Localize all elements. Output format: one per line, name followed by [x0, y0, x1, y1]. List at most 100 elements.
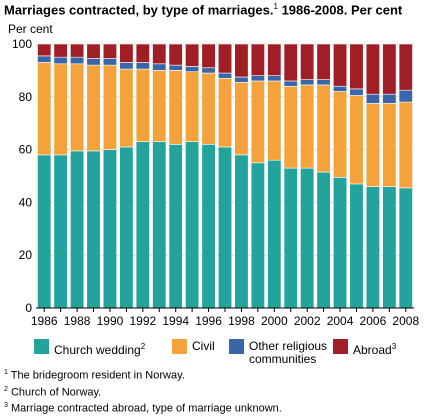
- bar-segment-civil-1994: [168, 70, 183, 145]
- y-tick-label: 80: [19, 90, 33, 104]
- bar-segment-civil-2003: [316, 84, 331, 173]
- x-tick-label: 1992: [129, 314, 156, 328]
- bar-segment-abroad-2008: [398, 43, 413, 91]
- bar-segment-abroad-1999: [250, 43, 265, 76]
- bar-segment-church-wedding-2002: [300, 167, 315, 309]
- bar-segment-church-wedding-1997: [217, 146, 233, 309]
- bar-segment-civil-1990: [102, 64, 117, 150]
- legend-swatch-abroad: [333, 339, 348, 354]
- bar-segment-church-wedding-2008: [398, 187, 413, 309]
- bar-segment-other-religious-communities-1996: [201, 67, 216, 74]
- bar-segment-other-religious-communities-1995: [185, 66, 200, 73]
- bar-segment-church-wedding-1986: [37, 154, 52, 309]
- y-tick-label: 0: [25, 301, 32, 315]
- bar-segment-other-religious-communities-1987: [53, 56, 68, 65]
- bar-segment-abroad-2005: [349, 43, 364, 90]
- bar-segment-other-religious-communities-1988: [70, 56, 85, 65]
- x-tick-label: 1990: [97, 314, 124, 328]
- legend-swatch-church-wedding: [34, 339, 49, 354]
- legend-item-church-wedding: Church wedding2: [34, 339, 184, 357]
- footnotes: 1 The bridegroom resident in Norway. 2 C…: [4, 366, 282, 416]
- x-tick-label: 1998: [228, 314, 255, 328]
- legend-label-abroad: Abroad: [353, 343, 392, 357]
- bar-segment-abroad-1990: [102, 43, 117, 59]
- bar-segment-civil-2004: [333, 91, 348, 178]
- bar-segment-church-wedding-2007: [382, 186, 397, 309]
- bar-segment-other-religious-communities-1999: [250, 75, 265, 82]
- x-tick-label: 2000: [261, 314, 288, 328]
- bar-segment-other-religious-communities-2004: [333, 85, 348, 92]
- bar-segment-other-religious-communities-2008: [398, 89, 413, 103]
- bar-segment-civil-1995: [185, 71, 200, 142]
- x-tick-label: 1986: [31, 314, 58, 328]
- footnote-text: Marriage contracted abroad, type of marr…: [10, 402, 282, 415]
- bar-segment-church-wedding-2003: [316, 171, 331, 309]
- bar-segment-abroad-1997: [217, 43, 233, 74]
- bar-segment-civil-1988: [70, 63, 85, 152]
- stacked-bar-chart: 0 20 40 60 80 100 1986 1988 1990 1992 1994 1996 1998…: [12, 37, 419, 328]
- x-tick-label: 1988: [64, 314, 91, 328]
- bar-segment-civil-2000: [267, 80, 282, 161]
- bar-segment-civil-1991: [119, 68, 134, 148]
- bar-segment-church-wedding-2006: [365, 186, 380, 309]
- legend-footnote-mark-abroad: 3: [391, 342, 397, 351]
- legend-label-other-religious: Other religious communities: [249, 339, 328, 366]
- bar-segment-civil-1998: [234, 81, 249, 156]
- footnote-mark: 3: [4, 402, 8, 410]
- bar-segment-civil-2001: [283, 85, 298, 169]
- bar-segment-civil-1989: [86, 64, 101, 152]
- legend-swatch-other-religious: [229, 339, 244, 354]
- legend-label-civil: Civil: [192, 339, 215, 353]
- chart-title-tail: 1986-2008. Per cent: [281, 2, 403, 18]
- legend-swatch-civil: [172, 339, 187, 354]
- x-tick-label: 2006: [360, 314, 387, 328]
- footnote-mark: 1: [4, 369, 8, 376]
- y-tick-label: 40: [19, 195, 33, 209]
- bar-segment-other-religious-communities-2000: [267, 75, 282, 82]
- bar-segment-civil-1992: [135, 68, 150, 142]
- footnote-3: 3 Marriage contracted abroad, type of ma…: [4, 399, 282, 416]
- bar-segment-abroad-2002: [300, 43, 315, 80]
- bar-segment-civil-2007: [382, 103, 397, 187]
- bar-segment-abroad-2006: [365, 43, 380, 95]
- x-tick-label: 1996: [195, 314, 222, 328]
- bar-segment-church-wedding-1998: [234, 154, 249, 309]
- bar-segment-church-wedding-2000: [267, 159, 282, 309]
- bar-segment-church-wedding-1994: [168, 144, 183, 309]
- bar-segment-other-religious-communities-1993: [152, 63, 167, 71]
- bar-segment-abroad-1988: [70, 43, 85, 58]
- legend-footnote-mark-church-wedding: 2: [140, 342, 146, 351]
- bar-segment-civil-1997: [217, 78, 233, 148]
- bar-segment-civil-1993: [152, 70, 167, 142]
- bar-segment-other-religious-communities-1989: [86, 58, 101, 66]
- bar-segment-abroad-2007: [382, 43, 397, 95]
- x-tick-label: 1994: [162, 314, 189, 328]
- bar-segment-other-religious-communities-2002: [300, 79, 315, 86]
- bar-segment-other-religious-communities-1992: [135, 62, 150, 70]
- x-tick-label: 2002: [294, 314, 321, 328]
- bar-segment-other-religious-communities-2006: [365, 93, 380, 104]
- footnote-2: 2 Church of Norway.: [4, 383, 282, 400]
- bar-segment-civil-1986: [37, 62, 52, 156]
- legend-item-abroad: Abroad3: [333, 339, 413, 357]
- bar-segment-church-wedding-1999: [250, 162, 265, 309]
- bar-segment-other-religious-communities-1990: [102, 58, 117, 66]
- bar-segment-other-religious-communities-2001: [283, 80, 298, 87]
- footnote-1: 1 The bridegroom resident in Norway.: [4, 366, 282, 383]
- bar-segment-church-wedding-1988: [70, 150, 85, 309]
- bar-segment-abroad-1986: [37, 43, 52, 57]
- bar-segment-other-religious-communities-1986: [37, 55, 52, 63]
- bar-segment-abroad-1989: [86, 43, 101, 59]
- bar-segment-other-religious-communities-1994: [168, 64, 183, 71]
- y-tick-label: 100: [12, 37, 32, 51]
- bar-segment-other-religious-communities-1998: [234, 76, 249, 83]
- bar-segment-abroad-1992: [135, 43, 150, 63]
- bar-segment-church-wedding-1992: [135, 141, 150, 309]
- chart-title: Marriages contracted, by type of marriag…: [4, 2, 402, 17]
- bar-segment-civil-1996: [201, 72, 216, 145]
- bar-segment-abroad-1994: [168, 43, 183, 66]
- bar-segment-civil-2006: [365, 103, 380, 187]
- bar-segment-abroad-2001: [283, 43, 298, 82]
- x-tick-label: 2004: [327, 314, 354, 328]
- bar-segment-abroad-2003: [316, 43, 331, 80]
